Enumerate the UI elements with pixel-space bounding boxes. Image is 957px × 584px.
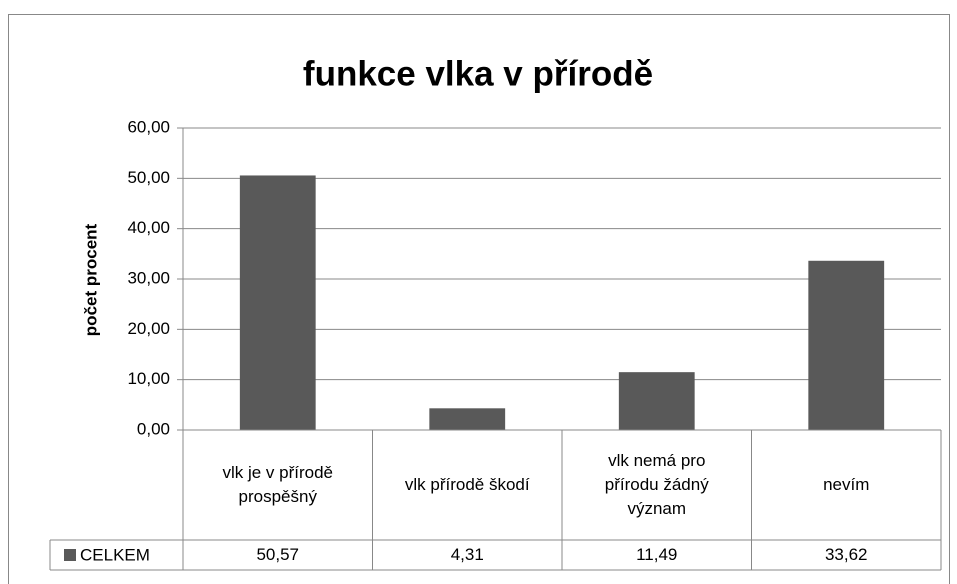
legend-swatch — [64, 549, 76, 561]
y-tick-label: 30,00 — [127, 268, 170, 287]
chart-title: funkce vlka v přírodě — [303, 54, 653, 93]
data-table-value: 50,57 — [256, 545, 300, 564]
y-tick-label: 20,00 — [127, 319, 170, 338]
chart-border — [8, 14, 950, 584]
data-table-value: 4,31 — [450, 545, 484, 564]
bar — [429, 408, 506, 430]
bar — [239, 175, 316, 430]
x-tick-label: vlk nemá pro přírodu žádný význam — [604, 451, 709, 518]
data-table-value: 11,49 — [636, 545, 678, 564]
y-tick-label: 10,00 — [127, 369, 170, 388]
data-table-value: 33,62 — [824, 545, 868, 564]
y-tick-label: 0,00 — [137, 419, 170, 438]
bar — [808, 260, 885, 430]
x-tick-label: vlk přírodě škodí — [404, 475, 530, 494]
legend-label: CELKEM — [80, 545, 150, 564]
bar — [618, 372, 695, 430]
x-tick-label: nevím — [823, 475, 870, 494]
y-tick-label: 60,00 — [127, 117, 170, 136]
y-tick-label: 40,00 — [127, 218, 170, 237]
y-tick-label: 50,00 — [127, 168, 170, 187]
x-tick-label: vlk je v přírodě prospěšný — [222, 463, 334, 506]
y-axis-title: počet procent — [81, 223, 100, 336]
